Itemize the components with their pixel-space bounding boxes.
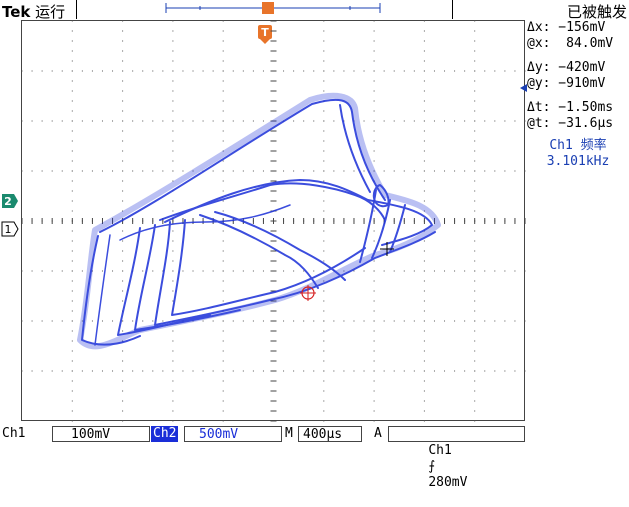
- ch1-ground-marker[interactable]: 1: [1, 221, 19, 237]
- readout-delta-t: Δt: −1.50ms: [527, 100, 614, 115]
- cursor-y-pointer: [520, 84, 527, 92]
- bottom-status-bar: Ch1 100mV Ch2 500mV M 400μs A Ch1 ⨍ 280m…: [0, 424, 629, 490]
- trigger-mode: A: [374, 426, 382, 441]
- frequency-value: 3.101kHz: [546, 154, 610, 169]
- timebase-value[interactable]: 400μs: [298, 426, 362, 442]
- trigger-slope-icon: ⨍: [428, 459, 436, 474]
- cursor-readouts: Δx: −156mV @x: 84.0mV Δy: −420mV @y: −91…: [527, 20, 629, 170]
- readout-at-x: @x: 84.0mV: [527, 36, 614, 51]
- readout-delta-y: Δy: −420mV: [527, 60, 606, 75]
- trigger-marker-label: T: [261, 26, 269, 39]
- ch2-marker-label: 2: [4, 195, 12, 208]
- xy-cursor-b[interactable]: [380, 242, 394, 256]
- brand-run-state: Tek 运行: [2, 1, 65, 22]
- graticule: [21, 20, 526, 422]
- top-status-bar: Tek 运行 已被触发: [0, 0, 629, 22]
- scope-display: T 2 1: [1, 2, 527, 422]
- run-state: 运行: [35, 3, 66, 21]
- ch2-scale[interactable]: 500mV: [184, 426, 282, 442]
- ch1-marker-label: 1: [5, 223, 12, 236]
- ch2-ground-marker[interactable]: 2: [2, 194, 18, 208]
- timebase-label: M: [285, 426, 293, 441]
- trigger-position-marker[interactable]: T: [258, 25, 272, 44]
- ch1-label[interactable]: Ch1: [2, 426, 26, 441]
- readout-at-y: @y: −910mV: [527, 76, 606, 91]
- readout-delta-x: Δx: −156mV: [527, 20, 606, 35]
- trigger-settings[interactable]: Ch1 ⨍ 280mV: [388, 426, 525, 490]
- top-separator: [76, 0, 77, 19]
- trigger-source: Ch1: [428, 443, 452, 458]
- record-position-bar: [165, 2, 381, 14]
- brand-logo: Tek: [2, 3, 31, 21]
- xy-cursor-a[interactable]: [300, 285, 316, 301]
- readout-at-t: @t: −31.6μs: [527, 116, 614, 131]
- frequency-label: Ch1 频率: [549, 138, 607, 153]
- trigger-level: 280mV: [428, 475, 468, 490]
- top-separator: [452, 0, 453, 19]
- ch2-label[interactable]: Ch2: [151, 426, 179, 442]
- ch1-scale[interactable]: 100mV: [52, 426, 150, 442]
- trigger-status: 已被触发: [566, 3, 627, 21]
- xy-trace: [77, 92, 441, 350]
